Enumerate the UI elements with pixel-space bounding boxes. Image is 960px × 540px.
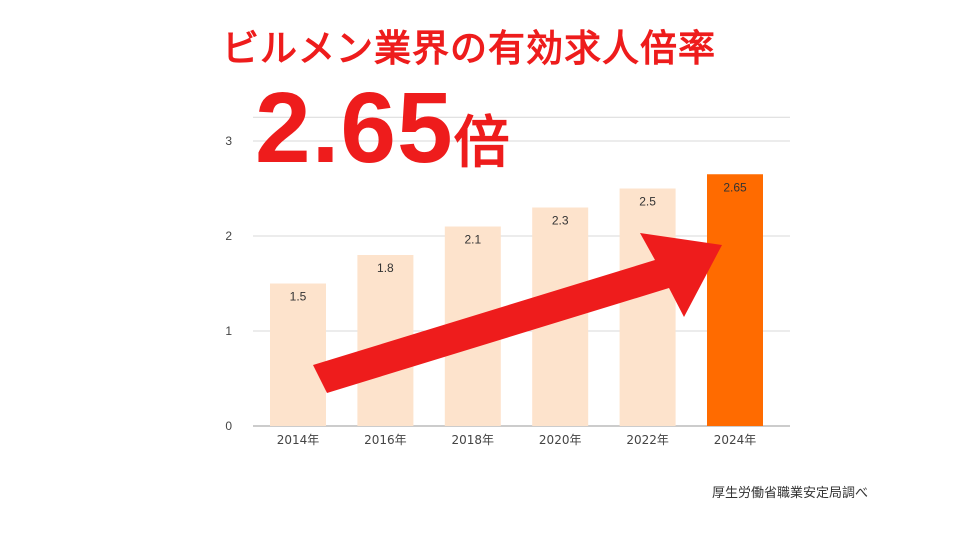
bar-value-labels: 1.5 1.8 2.1 2.3 2.5 2.65 xyxy=(290,180,747,303)
gridlines xyxy=(253,116,790,427)
bar-2022年 xyxy=(619,188,676,426)
source-note: 厚生労働省職業安定局調べ xyxy=(711,486,868,501)
trend-arrow-icon xyxy=(313,233,722,393)
x-category-label: 2018年 xyxy=(452,433,495,447)
x-category-label: 2024年 xyxy=(714,433,757,447)
x-axis-category-labels: 2014年 2016年 2018年 2020年 2022年 2024年 xyxy=(277,433,757,447)
bar-2014年 xyxy=(270,283,326,426)
y-tick-label: 0 xyxy=(225,419,232,433)
bar-2024年 xyxy=(707,174,763,426)
x-category-label: 2022年 xyxy=(626,433,669,447)
x-category-label: 2014年 xyxy=(277,433,320,447)
headline-title: ビルメン業界の有効求人倍率 xyxy=(222,27,716,70)
y-tick-label: 3 xyxy=(225,134,232,148)
bar-value-label: 2.3 xyxy=(552,214,569,228)
bar-value-label: 1.8 xyxy=(377,261,394,275)
bar-value-label: 2.5 xyxy=(639,195,656,209)
bar-value-label: 1.5 xyxy=(290,290,307,304)
x-category-label: 2020年 xyxy=(539,433,582,447)
highlight-value: 2.65倍 xyxy=(255,78,510,178)
highlight-number: 2.65 xyxy=(255,72,454,184)
bar-value-label: 2.1 xyxy=(464,233,481,247)
y-axis-tick-labels: 0 1 2 3 xyxy=(225,134,232,433)
y-tick-label: 1 xyxy=(225,324,232,338)
bar-value-label: 2.65 xyxy=(723,180,747,194)
highlight-unit: 倍 xyxy=(453,111,510,176)
x-category-label: 2016年 xyxy=(364,433,407,447)
y-tick-label: 2 xyxy=(225,229,232,243)
